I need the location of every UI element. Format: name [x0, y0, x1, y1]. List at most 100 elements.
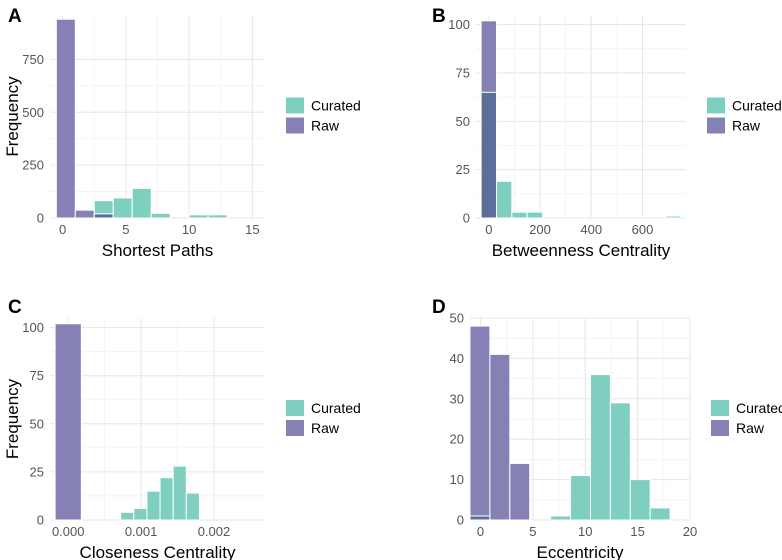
x-tick-label: 0 [477, 524, 484, 539]
y-axis-title: Frequency [3, 76, 22, 157]
legend-key-curated [707, 97, 725, 114]
panel-a: 0 5 10 15 0 250 500 750 Shortest Paths Frequency A… [3, 6, 361, 260]
bar-curated [120, 511, 135, 521]
y-tick-label: 0 [37, 513, 44, 528]
legend-key-curated [711, 400, 729, 416]
y-tick-label: 750 [22, 52, 44, 67]
bar-curated [172, 465, 187, 521]
y-tick-label: 0 [457, 513, 464, 528]
panel-label: D [432, 297, 446, 318]
bar-curated [207, 214, 228, 219]
y-tick-label: 50 [30, 416, 44, 431]
panel-d: 0 5 10 15 20 0 10 20 30 40 50 Eccentricity D Curated R… [432, 297, 782, 560]
y-tick-label: 100 [22, 320, 44, 335]
bar-curated [133, 507, 148, 521]
panel-label: A [8, 6, 22, 27]
y-tick-label: 75 [456, 66, 470, 81]
x-tick-label: 5 [122, 222, 129, 237]
bar-curated [159, 477, 174, 521]
y-tick-label: 25 [30, 464, 44, 479]
legend-key-raw [286, 117, 304, 134]
y-tick-label: 10 [450, 472, 464, 487]
bar-curated [526, 211, 544, 219]
legend: Curated Raw [711, 400, 782, 436]
y-tick-label: 50 [456, 114, 470, 129]
y-tick-label: 0 [37, 211, 44, 226]
legend-label-raw: Raw [736, 420, 765, 436]
x-tick-label: 200 [529, 222, 551, 237]
bar-raw [509, 462, 531, 521]
y-tick-label: 75 [30, 368, 44, 383]
bar-overlap [480, 91, 497, 219]
panel-label: B [432, 6, 446, 27]
bar-curated [112, 197, 133, 219]
legend-key-raw [286, 420, 304, 436]
panel-label: C [8, 297, 22, 318]
x-axis-title: Eccentricity [537, 543, 624, 560]
x-tick-label: 0.001 [125, 524, 158, 539]
x-tick-label: 0 [485, 222, 492, 237]
bar-overlap [93, 213, 114, 219]
y-axis-title: Frequency [3, 378, 22, 459]
x-tick-label: 400 [580, 222, 602, 237]
legend-key-raw [711, 420, 729, 436]
bar-curated [146, 490, 161, 521]
bar-raw [55, 18, 76, 219]
y-tick-label: 30 [450, 391, 464, 406]
bar-curated [570, 475, 591, 521]
x-tick-label: 10 [578, 524, 592, 539]
legend: Curated Raw [707, 97, 782, 134]
x-tick-label: 0.002 [198, 524, 231, 539]
bar-curated [629, 479, 651, 521]
bar-curated [131, 187, 152, 219]
legend-label-curated: Curated [736, 400, 782, 416]
y-tick-label: 40 [450, 351, 464, 366]
legend: Curated Raw [286, 400, 361, 436]
y-tick-label: 50 [450, 311, 464, 326]
panel-b: 0 200 400 600 0 25 50 75 100 Betweenness Centrali… [432, 6, 782, 260]
legend-label-raw: Raw [732, 118, 761, 134]
y-tick-label: 25 [456, 162, 470, 177]
y-tick-label: 20 [450, 432, 464, 447]
legend-key-curated [286, 97, 304, 114]
x-tick-label: 0.000 [52, 524, 85, 539]
legend-label-curated: Curated [311, 400, 361, 416]
bar-raw [489, 353, 511, 521]
bar-raw [469, 325, 491, 521]
bar-curated [609, 402, 631, 521]
x-axis-title: Shortest Paths [102, 241, 214, 260]
legend-label-raw: Raw [311, 420, 340, 436]
legend-label-curated: Curated [732, 98, 782, 114]
x-axis-title: Betweenness Centrality [492, 241, 671, 260]
bar-curated [188, 214, 209, 219]
x-tick-label: 15 [245, 222, 259, 237]
x-tick-label: 15 [630, 524, 644, 539]
x-tick-label: 20 [683, 524, 697, 539]
legend-label-curated: Curated [311, 98, 361, 114]
y-tick-label: 0 [463, 211, 470, 226]
x-tick-label: 600 [632, 222, 654, 237]
bar-overlap [469, 515, 491, 521]
x-tick-label: 0 [59, 222, 66, 237]
bar-curated [150, 212, 171, 219]
bar-curated [649, 507, 671, 521]
x-tick-label: 5 [529, 524, 536, 539]
y-tick-label: 500 [22, 105, 44, 120]
y-tick-label: 250 [22, 158, 44, 173]
x-tick-label: 10 [182, 222, 196, 237]
legend-key-curated [286, 400, 304, 416]
bar-curated [495, 180, 513, 219]
legend: Curated Raw [286, 97, 361, 134]
bar-curated [185, 492, 200, 521]
bar-raw [54, 323, 82, 521]
bar-raw [74, 209, 95, 219]
panel-c: 0.000 0.001 0.002 0 25 50 75 100 Closeness Centr… [3, 297, 361, 560]
bar-curated [665, 215, 682, 219]
y-tick-label: 100 [448, 17, 470, 32]
legend-key-raw [707, 117, 725, 134]
bar-curated [511, 211, 528, 219]
bar-curated [589, 374, 611, 521]
bar-curated [550, 515, 572, 521]
x-axis-title: Closeness Centrality [80, 543, 236, 560]
